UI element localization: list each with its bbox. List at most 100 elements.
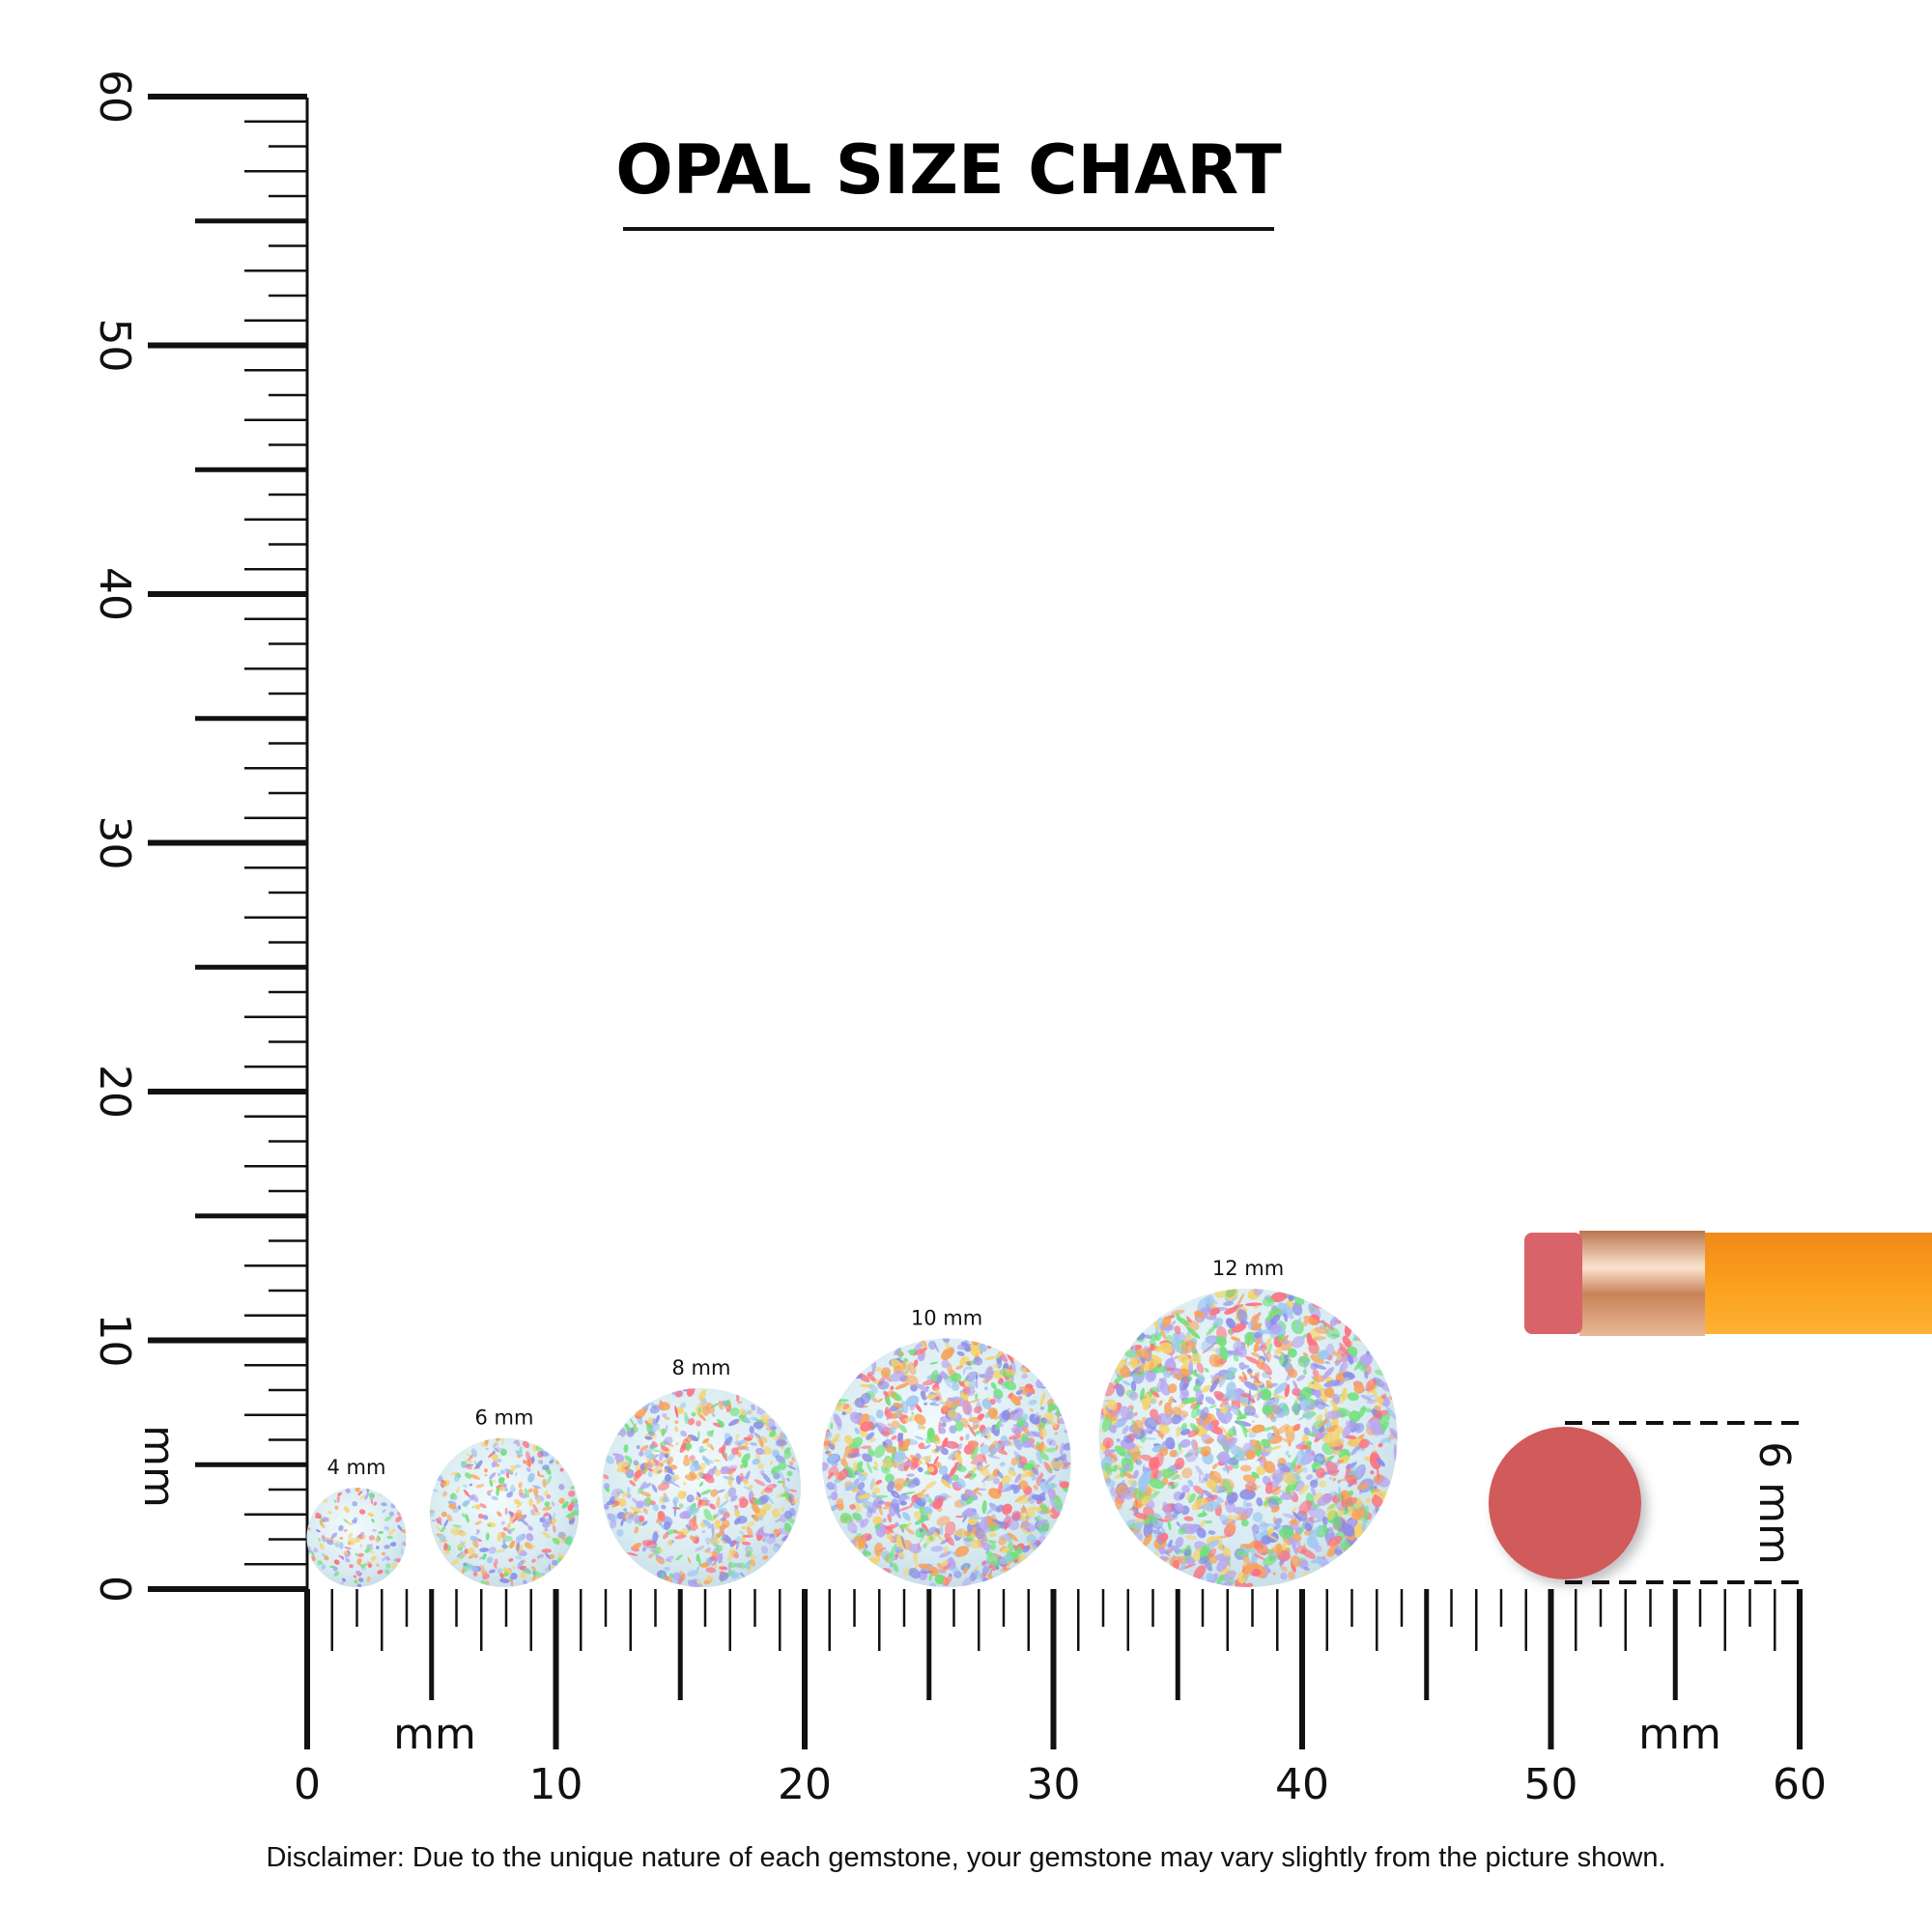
opal-speck <box>346 1521 354 1526</box>
opal-speck <box>983 1386 988 1391</box>
opal-speck <box>1149 1427 1156 1435</box>
opal-speck <box>1047 1488 1056 1501</box>
opal-speck <box>1223 1437 1237 1451</box>
opal-speck <box>1248 1397 1256 1404</box>
opal-speck <box>443 1543 448 1551</box>
opal-speck <box>462 1484 469 1488</box>
opal-speck <box>1046 1438 1057 1447</box>
opal-speck <box>903 1357 909 1363</box>
opal-speck <box>1208 1530 1216 1535</box>
opal-speck <box>539 1517 546 1523</box>
opal-speck <box>962 1367 966 1376</box>
opal-speck <box>561 1501 569 1509</box>
opal-speck <box>366 1544 371 1548</box>
opal-speck <box>1156 1377 1167 1393</box>
opal-speck <box>1250 1438 1262 1450</box>
opal-speck <box>314 1515 322 1519</box>
opal-speck <box>710 1489 719 1497</box>
opal-speck <box>1201 1473 1210 1484</box>
opal-speck <box>468 1565 478 1573</box>
opal-speck <box>528 1498 533 1507</box>
opal-speck <box>1310 1306 1316 1313</box>
opal-speck <box>501 1437 504 1446</box>
opal-speck <box>702 1519 713 1529</box>
opal-speck <box>476 1528 479 1533</box>
opal-speck <box>1010 1409 1020 1415</box>
opal-speck <box>1018 1480 1029 1491</box>
opal-speck <box>1256 1363 1264 1370</box>
opal-speck <box>895 1382 909 1390</box>
opal-speck <box>1240 1393 1252 1398</box>
opal-speck <box>706 1430 714 1437</box>
opal-speck <box>744 1419 752 1424</box>
opal-speck <box>1312 1363 1327 1370</box>
opal-speck <box>1342 1377 1350 1380</box>
opal-speck <box>474 1520 482 1525</box>
opal-speck <box>1172 1511 1179 1519</box>
opal-speck <box>960 1356 970 1361</box>
opal-speck <box>1234 1346 1247 1358</box>
opal-speck <box>1283 1353 1290 1361</box>
opal-speck <box>716 1529 724 1539</box>
opal-speck <box>680 1402 687 1408</box>
opal-speck <box>487 1490 494 1493</box>
opal-speck <box>1370 1491 1384 1499</box>
opal-speck <box>527 1488 533 1493</box>
opal-speck <box>1291 1539 1297 1555</box>
opal-speck <box>475 1460 483 1469</box>
opal-speck <box>552 1559 558 1567</box>
opal-speck <box>1181 1397 1198 1405</box>
opal-speck <box>1248 1431 1258 1438</box>
opal-group: 4 mm 6 mm 8 mm 10 mm 12 mm <box>306 1257 1398 1587</box>
opal-speck <box>1389 1428 1398 1441</box>
opal-speck <box>356 1558 362 1564</box>
opal-speck <box>672 1572 682 1581</box>
opal-speck <box>1290 1456 1298 1471</box>
opal-speck <box>1143 1494 1151 1504</box>
opal-speck <box>623 1444 629 1453</box>
opal-speck <box>1306 1440 1313 1446</box>
opal-speck <box>364 1547 372 1553</box>
opal-speck <box>873 1444 886 1459</box>
opal-speck <box>1198 1555 1209 1565</box>
opal-speck <box>744 1440 750 1446</box>
opal-speck <box>962 1534 972 1548</box>
opal-speck <box>1110 1452 1118 1463</box>
opal-speck <box>718 1499 729 1509</box>
opal-speck <box>1185 1316 1192 1323</box>
opal-speck <box>1244 1331 1255 1346</box>
opal-speck <box>1270 1292 1288 1303</box>
opal-speck <box>923 1506 933 1514</box>
opal-speck <box>1311 1426 1320 1437</box>
opal-speck <box>648 1548 659 1553</box>
opal-speck <box>1282 1513 1298 1520</box>
opal-speck <box>345 1488 351 1493</box>
opal-speck <box>341 1577 347 1582</box>
opal-speck <box>1208 1302 1213 1307</box>
opal-speck <box>718 1400 724 1410</box>
opal-size-label: 4 mm <box>327 1456 386 1479</box>
opal-speck <box>769 1461 774 1465</box>
opal-speck <box>1132 1469 1139 1479</box>
opal-speck <box>1314 1389 1321 1399</box>
opal-speck <box>533 1575 543 1581</box>
opal-speck <box>1102 1436 1114 1449</box>
opal-speck <box>1265 1315 1272 1322</box>
chart-title: OPAL SIZE CHART <box>615 130 1282 210</box>
opal-speck <box>1171 1309 1185 1316</box>
opal-speck <box>786 1470 793 1477</box>
opal-speck <box>964 1530 971 1537</box>
opal-speck <box>923 1455 931 1464</box>
opal-speck <box>530 1456 535 1463</box>
opal-speck <box>1227 1464 1234 1471</box>
x-tick-label: 0 <box>294 1760 321 1809</box>
opal-speck <box>1203 1500 1221 1512</box>
opal-speck <box>919 1571 934 1574</box>
opal-speck <box>393 1558 398 1562</box>
opal-speck <box>753 1432 761 1439</box>
opal-speck <box>1013 1558 1019 1564</box>
opal-speck <box>1018 1386 1034 1393</box>
opal-speck <box>897 1505 913 1512</box>
opal-speck <box>644 1496 652 1506</box>
opal-speck <box>1179 1410 1189 1417</box>
